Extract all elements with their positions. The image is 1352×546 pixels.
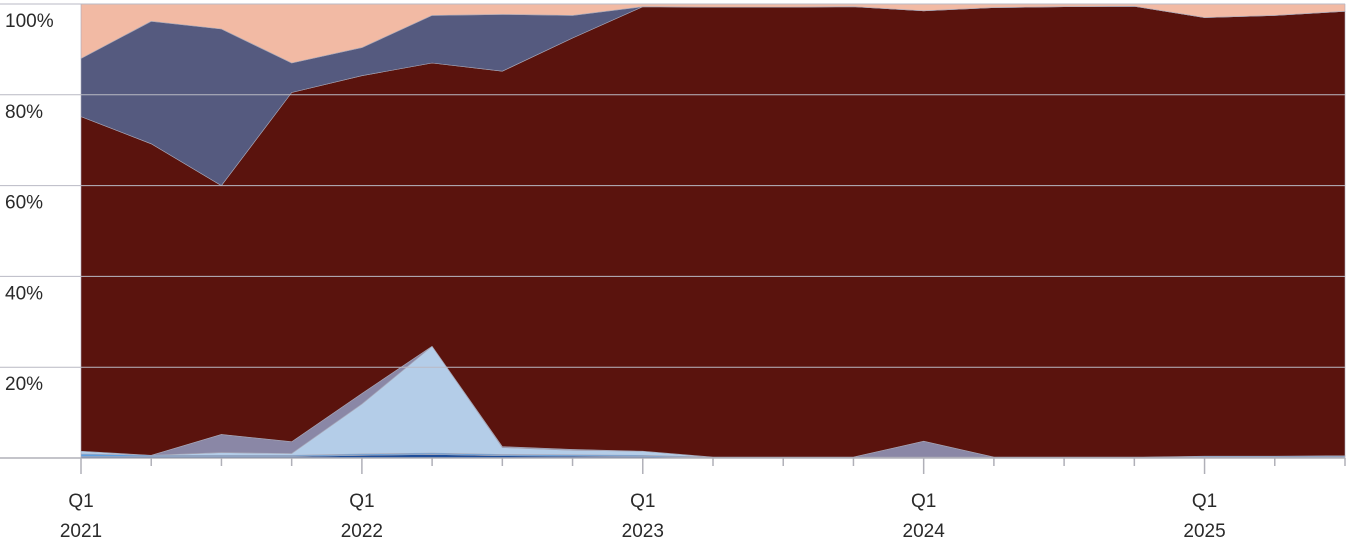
x-tick-quarter-label: Q1 <box>68 491 93 512</box>
x-tick-year-label: 2022 <box>341 521 383 542</box>
x-axis-labels: Q1 2021 Q1 2022 Q1 2023 Q1 2024 Q1 2025 <box>60 491 1226 542</box>
x-tick-year-label: 2024 <box>903 521 946 542</box>
x-tick-year-label: 2021 <box>60 521 102 542</box>
x-tick-year-label: 2023 <box>622 521 664 542</box>
x-tick-quarter-label: Q1 <box>911 491 936 512</box>
y-tick-label-100: 100% <box>5 11 54 32</box>
x-tick-quarter-label: Q1 <box>630 491 655 512</box>
y-axis-labels: 20% 40% 60% 80% 100% <box>5 11 54 395</box>
gridlines <box>0 3 1345 368</box>
x-tick-quarter-label: Q1 <box>1192 491 1217 512</box>
y-tick-label-80: 80% <box>5 102 43 123</box>
x-tick-quarter-label: Q1 <box>349 491 374 512</box>
y-tick-label-40: 40% <box>5 283 43 304</box>
area-layer <box>80 3 1346 459</box>
y-tick-label-20: 20% <box>5 374 43 395</box>
x-axis <box>0 457 1346 474</box>
x-tick-year-label: 2025 <box>1183 521 1225 542</box>
y-tick-label-60: 60% <box>5 193 43 214</box>
